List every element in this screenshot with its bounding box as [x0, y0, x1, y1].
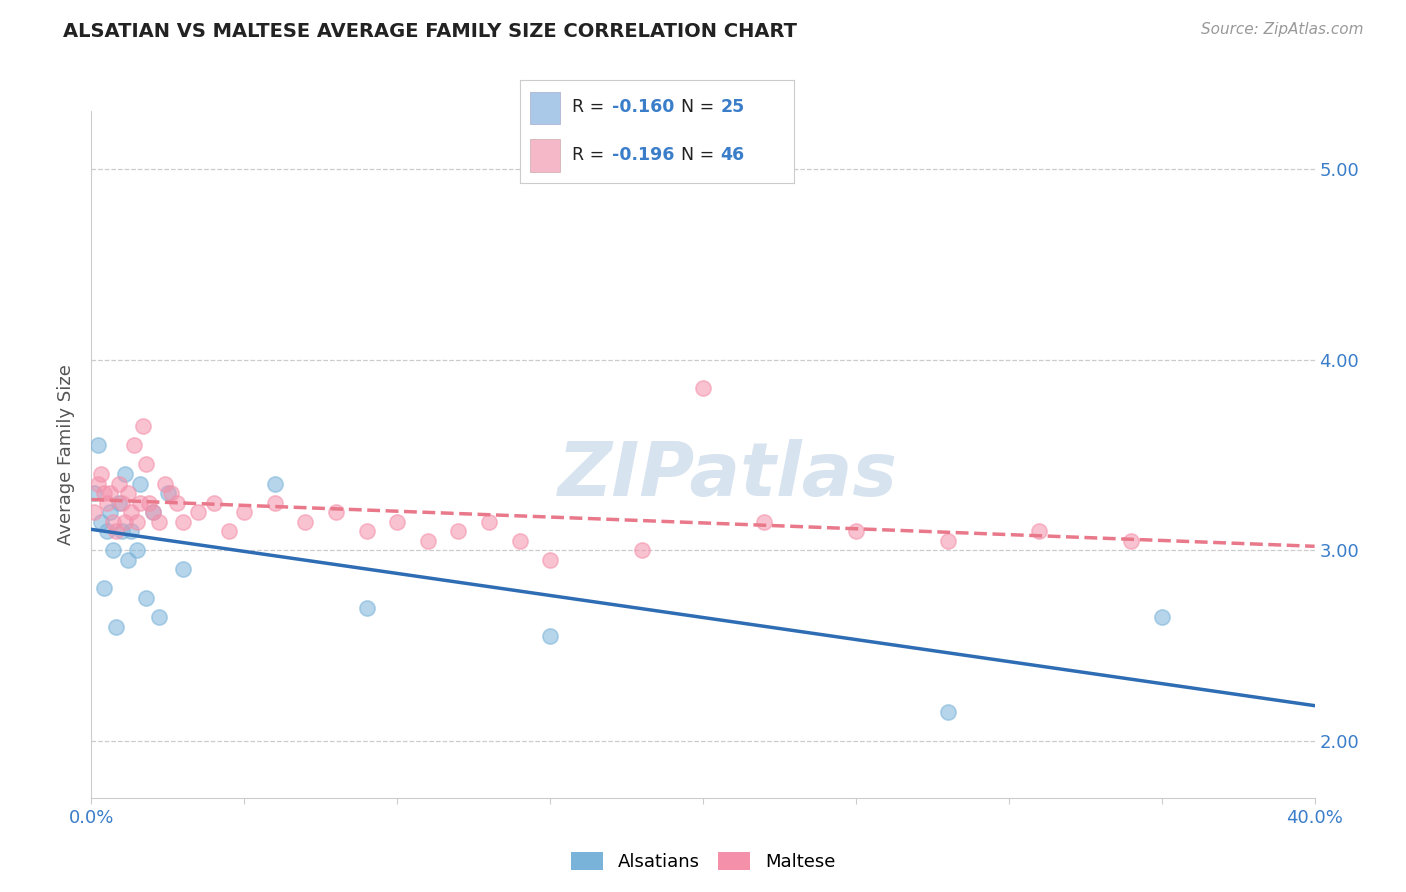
Text: 46: 46 [720, 145, 745, 163]
Point [447, 524, 470, 539]
Point [101, 543, 124, 558]
Point [202, 495, 225, 509]
Point [86, 476, 108, 491]
Point [93, 582, 115, 596]
Point [936, 533, 959, 548]
Point [356, 524, 378, 539]
Point [111, 495, 134, 509]
Point [153, 476, 176, 491]
Point [129, 476, 152, 491]
Point [104, 524, 127, 539]
Point [120, 505, 142, 519]
Point [187, 505, 209, 519]
Point [127, 515, 149, 529]
Point [93, 486, 115, 500]
Point [156, 486, 179, 500]
Point [98, 486, 121, 500]
Point [111, 524, 134, 539]
Point [120, 524, 142, 539]
Point [1150, 610, 1173, 624]
Point [83, 505, 105, 519]
Text: Source: ZipAtlas.com: Source: ZipAtlas.com [1201, 22, 1364, 37]
Point [96, 495, 118, 509]
Point [166, 495, 188, 509]
Text: R =: R = [572, 98, 610, 117]
Point [356, 600, 378, 615]
Point [1121, 533, 1143, 548]
Point [509, 533, 531, 548]
Text: N =: N = [681, 145, 720, 163]
Point [264, 476, 287, 491]
Point [631, 543, 654, 558]
Point [132, 419, 155, 434]
Text: -0.196: -0.196 [612, 145, 675, 163]
Point [160, 486, 183, 500]
Point [86, 438, 108, 452]
Point [1028, 524, 1050, 539]
Point [96, 524, 118, 539]
Bar [530, 92, 560, 124]
Point [148, 515, 170, 529]
Point [845, 524, 868, 539]
Point [117, 486, 139, 500]
Point [135, 591, 157, 605]
Legend: Alsatians, Maltese: Alsatians, Maltese [564, 845, 842, 879]
Point [122, 438, 145, 452]
Point [172, 515, 194, 529]
Point [148, 610, 170, 624]
Point [218, 524, 240, 539]
Point [83, 486, 105, 500]
Point [754, 515, 776, 529]
Point [325, 505, 347, 519]
Point [101, 515, 124, 529]
Point [141, 505, 163, 519]
Text: -0.160: -0.160 [612, 98, 675, 117]
Point [90, 515, 112, 529]
Point [478, 515, 501, 529]
Point [416, 533, 439, 548]
Text: ALSATIAN VS MALTESE AVERAGE FAMILY SIZE CORRELATION CHART: ALSATIAN VS MALTESE AVERAGE FAMILY SIZE … [63, 22, 797, 41]
Text: ZIPatlas: ZIPatlas [557, 439, 897, 512]
Bar [530, 139, 560, 171]
Point [138, 495, 160, 509]
Y-axis label: Average Family Size: Average Family Size [58, 365, 76, 545]
Point [141, 505, 163, 519]
Point [172, 562, 194, 576]
Point [127, 543, 149, 558]
Point [108, 476, 131, 491]
Point [294, 515, 316, 529]
Point [233, 505, 256, 519]
Point [104, 619, 127, 633]
Point [538, 553, 561, 567]
Point [90, 467, 112, 481]
Point [108, 495, 131, 509]
Point [936, 706, 959, 720]
Point [114, 467, 136, 481]
Text: N =: N = [681, 98, 720, 117]
Point [264, 495, 287, 509]
Text: R =: R = [572, 145, 610, 163]
Point [692, 381, 714, 395]
Point [129, 495, 152, 509]
Point [114, 515, 136, 529]
Point [117, 553, 139, 567]
Point [385, 515, 409, 529]
Point [135, 458, 157, 472]
Point [98, 505, 121, 519]
Text: 25: 25 [720, 98, 745, 117]
Point [538, 629, 561, 643]
